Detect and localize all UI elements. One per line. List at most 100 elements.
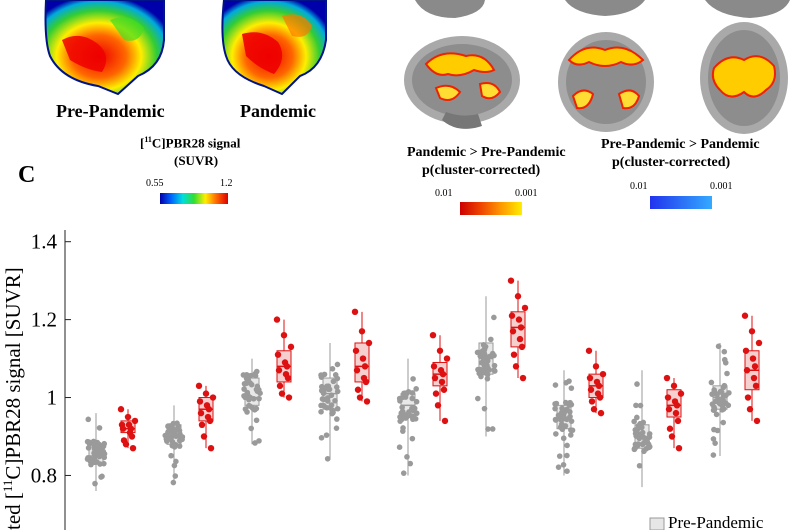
pre-pandemic-point bbox=[478, 373, 484, 380]
pandemic-point bbox=[668, 433, 676, 440]
colorbar-title-superscript: 11 bbox=[144, 135, 152, 144]
suvr-colorbar bbox=[160, 193, 228, 204]
pandemic-point bbox=[663, 374, 671, 382]
pre-pandemic-point bbox=[400, 470, 407, 476]
pre-pandemic-point bbox=[413, 398, 420, 405]
pandemic-point bbox=[672, 409, 680, 417]
pre-pandemic-point bbox=[241, 380, 248, 387]
pre-pandemic-point bbox=[174, 420, 180, 427]
pandemic-point bbox=[434, 402, 442, 409]
pre-pandemic-point bbox=[165, 429, 171, 435]
y-axis-label-end: C]PBR28 signal [SUVR] bbox=[1, 267, 25, 479]
colorbar-subtitle: (SUVR) bbox=[174, 153, 219, 168]
pre-pandemic-point bbox=[489, 426, 496, 432]
pre-pandemic-point bbox=[318, 372, 324, 378]
pre-pandemic-point bbox=[567, 409, 573, 415]
pre-pandemic-point bbox=[334, 416, 340, 422]
pandemic-point bbox=[274, 351, 282, 358]
pandemic-point bbox=[275, 367, 283, 374]
pandemic-point bbox=[519, 374, 527, 382]
pandemic-point bbox=[509, 328, 517, 335]
pre-pandemic-point bbox=[491, 362, 498, 369]
pandemic-point bbox=[599, 370, 607, 378]
pre-pandemic-point bbox=[646, 443, 653, 450]
pandemic-point bbox=[753, 417, 761, 425]
pandemic-point bbox=[207, 444, 215, 452]
pandemic-point bbox=[205, 406, 213, 413]
pre-pandemic-point bbox=[484, 358, 491, 364]
pandemic-point bbox=[590, 406, 598, 413]
pre-pandemic-point bbox=[396, 395, 403, 402]
pandemic-point bbox=[352, 347, 360, 354]
pre-pandemic-point bbox=[474, 349, 481, 356]
pre-pandemic-point bbox=[717, 388, 724, 395]
pre-pandemic-point bbox=[330, 378, 337, 385]
pre-pandemic-point bbox=[318, 435, 325, 441]
pre-pandemic-point bbox=[409, 435, 416, 442]
pre-pandemic-point bbox=[407, 460, 414, 467]
pandemic-point bbox=[359, 355, 367, 362]
pandemic-label: Pandemic bbox=[240, 101, 316, 121]
pre-pandemic-point bbox=[85, 445, 92, 451]
pre-pandemic-point bbox=[712, 440, 718, 446]
pandemic-point bbox=[198, 421, 206, 429]
pre-pandemic-point bbox=[170, 479, 177, 486]
pre-pandemic-point bbox=[708, 379, 715, 386]
contrast-up-max-label: 0.001 bbox=[515, 188, 538, 199]
pre-pandemic-point bbox=[709, 401, 716, 407]
pandemic-point bbox=[510, 351, 518, 358]
panel-letter: C bbox=[18, 162, 36, 188]
pre-pandemic-point bbox=[721, 348, 728, 355]
pandemic-point bbox=[748, 328, 756, 335]
pandemic-brain-image bbox=[221, 0, 327, 95]
pre-pandemic-point bbox=[484, 371, 491, 378]
pre-pandemic-point bbox=[92, 480, 98, 487]
pre-pandemic-point bbox=[560, 435, 567, 442]
contrast-down-title: Pre-Pandemic > Pandemic bbox=[601, 137, 760, 152]
pandemic-point bbox=[356, 394, 364, 401]
pandemic-point bbox=[283, 363, 291, 370]
contrast-up-title: Pandemic > Pre-Pandemic bbox=[407, 145, 566, 160]
pre-pandemic-point bbox=[244, 376, 251, 382]
pandemic-point bbox=[752, 382, 760, 390]
pandemic-point bbox=[438, 378, 446, 386]
pre-pandemic-point bbox=[326, 386, 333, 393]
pre-pandemic-point bbox=[480, 342, 487, 348]
pandemic-point bbox=[128, 433, 136, 440]
pre-pandemic-point bbox=[555, 412, 562, 419]
pandemic-point bbox=[595, 382, 603, 390]
sagittal-cluster-brain-image bbox=[404, 36, 520, 129]
pandemic-point bbox=[742, 347, 750, 354]
pandemic-point bbox=[209, 394, 217, 401]
pre-pandemic-point bbox=[633, 402, 639, 409]
pre-pandemic-point bbox=[563, 380, 569, 386]
pandemic-point bbox=[131, 417, 139, 425]
coronal-cluster-brain-image bbox=[558, 32, 654, 132]
pre-pandemic-point bbox=[244, 389, 251, 396]
pre-pandemic-point bbox=[400, 428, 406, 434]
pandemic-point bbox=[741, 312, 749, 319]
pre-pandemic-point bbox=[558, 421, 565, 428]
pre-pandemic-point bbox=[177, 431, 183, 437]
pre-pandemic-point bbox=[253, 386, 260, 393]
pre-pandemic-point bbox=[85, 454, 91, 461]
pre-pandemic-point bbox=[710, 436, 717, 442]
pandemic-point bbox=[363, 398, 371, 405]
pre-pandemic-point bbox=[246, 403, 253, 409]
pre-pandemic-point bbox=[397, 418, 403, 424]
pre-pandemic-point bbox=[399, 404, 405, 411]
pandemic-point bbox=[276, 382, 284, 390]
pre-pandemic-point bbox=[169, 423, 175, 429]
pandemic-point bbox=[744, 394, 752, 401]
pre-pandemic-point bbox=[321, 402, 327, 409]
pre-pandemic-point bbox=[318, 408, 324, 415]
pandemic-point bbox=[515, 316, 523, 323]
pre-pandemic-point bbox=[256, 395, 262, 402]
pre-pandemic-point bbox=[564, 468, 570, 474]
pre-pandemic-point bbox=[171, 431, 178, 438]
pandemic-point bbox=[432, 390, 440, 397]
pre-pandemic-point bbox=[559, 405, 565, 412]
pandemic-point bbox=[273, 316, 281, 323]
pre-pandemic-point bbox=[713, 411, 720, 418]
